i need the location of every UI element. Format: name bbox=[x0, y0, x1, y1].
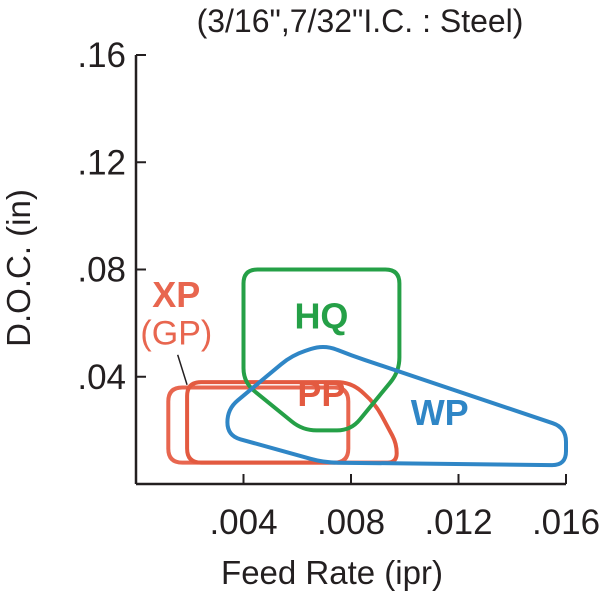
y-tick-label: .12 bbox=[77, 143, 126, 182]
region-hq-outline bbox=[241, 267, 402, 433]
plot-area: .004 .008 .012 .016 .04 .08 .12 .16 XP(GP) PP HQ… bbox=[77, 36, 600, 542]
x-axis-ticks: .004 .008 .012 .016 bbox=[209, 474, 600, 542]
y-axis-label: D.O.C. (in) bbox=[0, 189, 37, 347]
region-wp-label: WP bbox=[411, 392, 469, 433]
region-xp-leader-line bbox=[176, 354, 188, 386]
region-wp-outline bbox=[225, 345, 568, 468]
chart-title: (3/16",7/32"I.C. : Steel) bbox=[197, 3, 524, 39]
x-axis-label: Feed Rate (ipr) bbox=[221, 554, 443, 591]
region-xp-outline bbox=[166, 385, 351, 465]
x-tick-label: .012 bbox=[424, 503, 492, 542]
y-tick-label: .16 bbox=[77, 36, 126, 75]
y-tick-label: .08 bbox=[77, 251, 126, 290]
region-labels: XP(GP) PP HQ WP bbox=[140, 274, 468, 433]
region-xp-label: XP bbox=[152, 274, 200, 315]
x-tick-label: .004 bbox=[209, 503, 277, 542]
region-pp-label: PP bbox=[297, 373, 345, 414]
y-tick-label: .04 bbox=[77, 358, 126, 397]
operating-regions bbox=[166, 267, 568, 468]
region-hq-label: HQ bbox=[294, 295, 348, 336]
region-xp-sublabel: (GP) bbox=[140, 315, 212, 353]
y-axis-ticks: .04 .08 .12 .16 bbox=[77, 36, 146, 397]
region-pp-outline bbox=[185, 380, 399, 465]
x-tick-label: .008 bbox=[317, 503, 385, 542]
x-tick-label: .016 bbox=[532, 503, 600, 542]
